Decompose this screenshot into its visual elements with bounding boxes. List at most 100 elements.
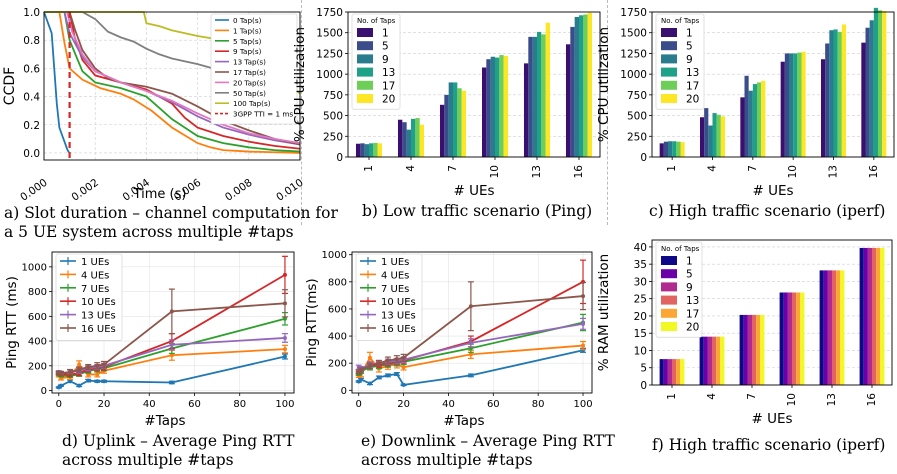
x-tick-label: 10 xyxy=(787,165,799,178)
x-tick-label: 10 xyxy=(489,165,501,178)
legend-label: 9 xyxy=(382,54,389,66)
legend-box xyxy=(210,13,298,125)
axes-frame xyxy=(347,11,601,158)
y-tick-label: 15 xyxy=(634,328,647,340)
x-tick-label: 0 xyxy=(56,399,62,410)
data-point xyxy=(169,309,174,314)
data-point xyxy=(581,294,586,299)
legend-label: 50 Tap(s) xyxy=(233,89,266,98)
bar xyxy=(761,80,766,157)
bar xyxy=(760,314,765,385)
caption-d-line1: d) Uplink – Average Ping RTT xyxy=(62,432,295,450)
x-tick-label: 1 xyxy=(666,393,678,400)
y-tick-label: 0 xyxy=(640,380,647,392)
x-tick-label: 7 xyxy=(747,165,759,172)
bar xyxy=(707,336,712,385)
bar xyxy=(703,336,708,385)
legend-label: 20 xyxy=(686,322,699,334)
x-tick-label: 4 xyxy=(405,165,417,172)
y-tick-label: 25 xyxy=(634,294,647,306)
legend-label: 20 Tap(s) xyxy=(233,78,266,87)
bar xyxy=(659,359,664,385)
legend-swatch xyxy=(357,41,373,51)
legend-label: 10 UEs xyxy=(81,297,116,308)
legend-box xyxy=(355,253,423,341)
caption-e: e) Downlink – Average Ping RTT across mu… xyxy=(361,432,615,470)
data-point xyxy=(102,362,107,367)
bar xyxy=(680,359,685,385)
bar xyxy=(878,10,883,157)
y-axis-label: Ping RTT (ms) xyxy=(4,276,20,369)
y-tick-label: 0.6 xyxy=(23,63,40,75)
caption-c-line1: c) High traffic scenario (iperf) xyxy=(649,202,886,220)
bar xyxy=(490,56,495,157)
bar xyxy=(752,314,757,385)
series-line xyxy=(43,11,71,154)
data-point xyxy=(282,335,287,340)
bar xyxy=(373,142,378,157)
bar xyxy=(411,118,416,157)
y-tick-label: 1500 xyxy=(620,28,647,40)
bar xyxy=(796,292,801,385)
y-tick-label: 500 xyxy=(323,111,343,123)
x-tick-label: 0.010 xyxy=(274,177,306,204)
legend-swatch xyxy=(357,80,373,90)
bar xyxy=(676,141,681,157)
y-axis-label: Ping RTT(ms) xyxy=(304,278,320,366)
x-tick-label: 60 xyxy=(188,399,201,410)
bar xyxy=(676,359,681,385)
bar xyxy=(537,31,542,158)
data-point xyxy=(367,381,372,386)
bar xyxy=(667,141,673,157)
x-tick-label: 20 xyxy=(397,399,410,410)
legend-label: 5 Tap(s) xyxy=(233,37,262,46)
bar-chart-b: 0 250 500 750 1000 1250 1500 1750 1 4 7 10 13 16 # UEs… xyxy=(316,7,600,199)
bar xyxy=(565,44,571,157)
caption-a: a) Slot duration – channel computation f… xyxy=(4,204,338,242)
x-tick-label: 0.000 xyxy=(18,177,50,204)
x-axis-label: # UEs xyxy=(453,183,494,199)
caption-c: c) High traffic scenario (iperf) xyxy=(649,202,885,221)
x-tick-label: 16 xyxy=(866,393,878,407)
bar xyxy=(739,314,744,385)
x-tick-label: 0.002 xyxy=(69,177,101,204)
x-tick-label: 0 xyxy=(356,399,362,410)
caption-a-line2: a 5 UE system across multiple #taps xyxy=(4,223,294,241)
legend-label: 5 xyxy=(382,41,389,53)
y-tick-label: 1000 xyxy=(22,262,47,273)
bar xyxy=(672,359,677,385)
y-tick-label: 1000 xyxy=(322,250,347,261)
bar xyxy=(784,53,789,157)
data-point xyxy=(169,380,174,385)
x-tick-label: 80 xyxy=(233,399,246,410)
y-tick-label: 0.2 xyxy=(23,120,40,132)
legend-title: No. of Taps xyxy=(661,17,700,25)
bar xyxy=(757,82,762,157)
legend-label: 1 xyxy=(686,28,693,40)
bar xyxy=(523,63,529,157)
y-tick-label: 0 xyxy=(336,152,343,164)
x-tick-label: 13 xyxy=(531,165,543,178)
bar xyxy=(377,143,383,157)
bar xyxy=(579,15,584,157)
y-tick-label: 30 xyxy=(634,276,647,288)
bar xyxy=(865,27,870,157)
legend-swatch xyxy=(661,256,677,265)
data-point xyxy=(367,363,372,368)
y-tick-label: 800 xyxy=(328,277,347,288)
bar xyxy=(832,270,837,385)
data-point xyxy=(394,372,399,377)
y-tick-label: 600 xyxy=(28,312,47,323)
legend-swatch xyxy=(661,282,677,292)
x-tick-label: 10 xyxy=(786,393,798,406)
legend-box xyxy=(55,253,123,341)
data-point xyxy=(68,379,73,384)
data-point xyxy=(376,361,381,366)
bar xyxy=(528,36,533,157)
x-tick-label: 16 xyxy=(868,165,880,179)
bar xyxy=(841,24,847,157)
data-point xyxy=(77,367,82,372)
x-axis-label: # UEs xyxy=(752,183,793,199)
